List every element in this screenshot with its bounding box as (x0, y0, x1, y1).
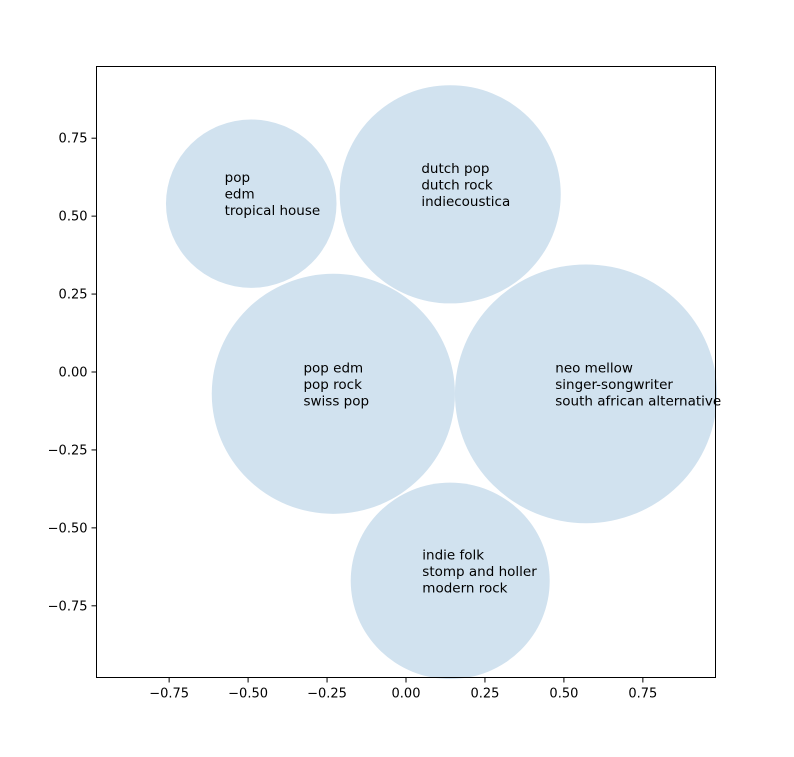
bubble-label: indie folk (422, 547, 484, 563)
x-tick-label: −0.75 (149, 687, 189, 702)
x-tick-label: 0.75 (628, 687, 657, 702)
y-tick-label: 0.75 (59, 132, 88, 147)
bubble-4 (454, 264, 718, 524)
bubble-5 (350, 482, 550, 680)
y-axis: −0.75 −0.50 −0.25 0.00 0.25 0.50 0.75 (48, 132, 97, 614)
bubble-label: pop edm (303, 360, 363, 376)
y-tick-label: −0.75 (48, 599, 88, 614)
y-tick-label: 0.25 (59, 288, 88, 303)
bubble-label: stomp and holler (422, 564, 537, 580)
x-tick-label: 0.00 (392, 687, 421, 702)
bubble-label: pop (225, 170, 250, 186)
y-tick-label: −0.25 (48, 443, 88, 458)
bubble-label: singer-songwriter (555, 377, 673, 393)
bubble-1 (165, 119, 337, 288)
y-tick-label: 0.00 (59, 366, 88, 381)
bubble-3 (211, 273, 455, 514)
y-tick-label: 0.50 (59, 210, 88, 225)
bubble-label: tropical house (225, 203, 321, 219)
y-tick-label: −0.50 (48, 521, 88, 536)
bubble-label: swiss pop (303, 393, 369, 409)
bubble-label: neo mellow (555, 360, 633, 376)
bubble-label: indiecoustica (421, 194, 510, 210)
bubble-label: modern rock (422, 580, 507, 596)
bubble-label: dutch rock (421, 177, 493, 193)
bubble-label: dutch pop (421, 161, 489, 177)
x-tick-label: 0.50 (549, 687, 578, 702)
bubble-label: edm (225, 187, 255, 203)
bubble-2 (339, 85, 561, 304)
bubbles-layer (165, 85, 718, 680)
bubble-label: pop rock (303, 377, 362, 393)
bubble-label: south african alternative (555, 393, 721, 409)
x-tick-label: −0.25 (307, 687, 347, 702)
x-tick-label: −0.50 (228, 687, 268, 702)
x-axis: −0.75 −0.50 −0.25 0.00 0.25 0.50 0.75 (149, 677, 657, 702)
x-tick-label: 0.25 (470, 687, 499, 702)
